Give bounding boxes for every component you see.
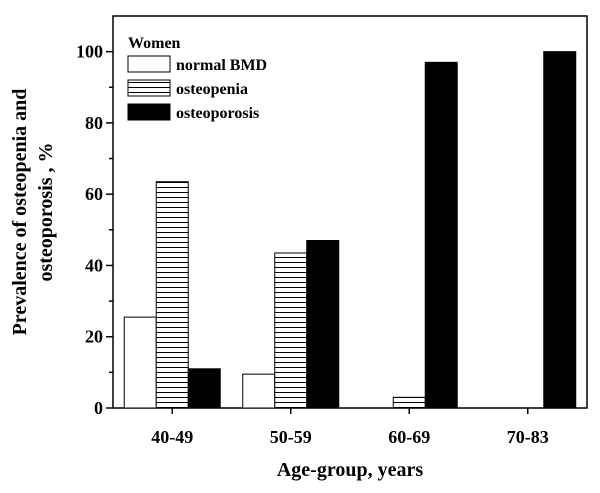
y-tick-label: 80 [85,113,103,133]
legend-label-osteoporosis: osteoporosis [176,105,259,122]
legend-swatch-osteopenia [127,79,171,97]
legend-title: Women [128,35,181,52]
bar-osteoporosis-50-59 [306,240,340,409]
x-axis: 40-49 50-59 60-69 70-83 [151,408,549,447]
x-tick-label: 50-59 [270,427,312,447]
y-tick-label: 100 [76,42,103,62]
bar-osteoporosis-70-83 [543,51,577,409]
y-tick-label: 0 [94,398,103,418]
bar-normal-bmd-40-49 [123,316,157,409]
legend: Women normal BMD osteopenia osteoporosis [127,35,267,122]
bar-osteoporosis-40-49 [187,368,221,409]
y-tick-label: 20 [85,327,103,347]
bar-osteopenia-60-69 [392,396,426,409]
legend-swatch-osteoporosis [127,103,171,121]
y-tick-label: 60 [85,184,103,204]
y-axis-title-line1: Prevalence of osteopenia and [9,89,31,336]
legend-swatch-normal-bmd [127,55,171,73]
plot-frame [112,15,588,409]
y-tick-label: 40 [85,255,103,275]
x-tick-label: 40-49 [151,427,193,447]
bar-osteopenia-40-49 [155,181,189,409]
legend-label-osteopenia: osteopenia [176,81,248,98]
x-axis-title: Age-group, years [277,459,423,481]
bar-osteoporosis-60-69 [424,61,458,409]
bar-normal-bmd-50-59 [242,373,276,409]
x-tick-label: 70-83 [507,427,549,447]
y-axis: 0 20 40 60 80 100 [76,42,113,418]
y-axis-title-line2: osteoporosis , % [35,142,57,281]
legend-label-normal-bmd: normal BMD [176,57,267,74]
x-tick-label: 60-69 [388,427,430,447]
bar-osteopenia-50-59 [274,252,308,409]
